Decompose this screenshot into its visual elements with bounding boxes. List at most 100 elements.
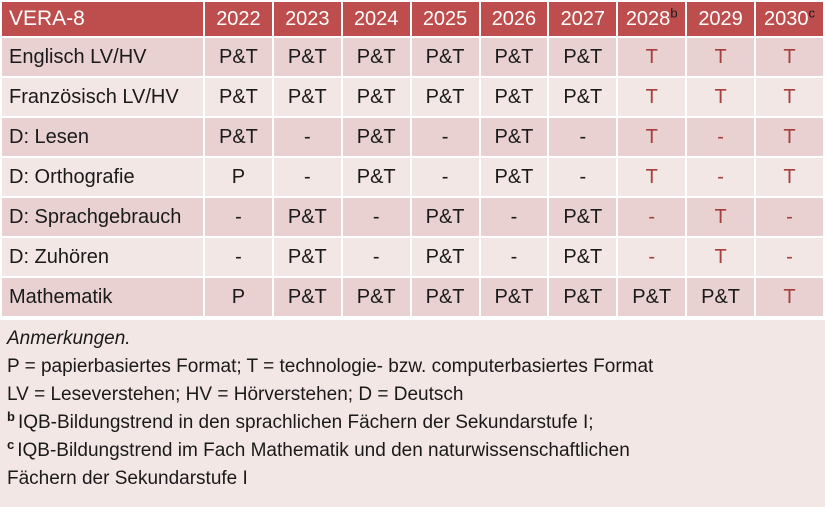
note-line: LV = Leseverstehen; HV = Hörverstehen; D…	[7, 381, 813, 409]
table-header-row: VERA-8 2022 2023 2024 2025 2026 2027 2028b 2029…	[2, 2, 823, 36]
format-cell: -	[480, 238, 548, 276]
format-cell: P	[205, 278, 272, 316]
year-label: 2022	[216, 7, 261, 30]
format-cell: P&T	[549, 278, 617, 316]
year-header-2026: 2026	[480, 2, 548, 36]
format-cell: -	[205, 238, 272, 276]
format-cell: -	[687, 158, 754, 196]
format-cell: -	[273, 118, 341, 156]
format-cell: -	[480, 198, 548, 236]
format-cell: P&T	[480, 78, 548, 116]
format-cell: P&T	[480, 118, 548, 156]
format-cell: P&T	[342, 38, 410, 76]
format-cell: P&T	[411, 38, 479, 76]
subject-label: D: Lesen	[2, 118, 203, 156]
table-row: Englisch LV/HV P&T P&T P&T P&T P&T P&T T T T	[2, 38, 823, 76]
format-cell: P&T	[205, 38, 272, 76]
footnote-marker: c	[7, 436, 15, 452]
format-cell: T	[756, 278, 823, 316]
year-label: 2025	[422, 7, 468, 30]
format-cell: P&T	[205, 118, 272, 156]
format-cell: -	[549, 118, 617, 156]
table-row: D: Orthografie P - P&T - P&T - T - T	[2, 158, 823, 196]
year-header-2022: 2022	[205, 2, 272, 36]
format-cell: T	[687, 238, 754, 276]
year-header-2027: 2027	[549, 2, 617, 36]
footnote-marker: b	[7, 408, 15, 424]
format-cell: P&T	[342, 118, 410, 156]
format-cell: -	[756, 238, 823, 276]
format-cell: P&T	[342, 278, 410, 316]
note-line: P = papierbasiertes Format; T = technolo…	[7, 353, 813, 381]
format-cell: P&T	[273, 238, 341, 276]
format-cell: T	[756, 158, 823, 196]
year-label: 2029	[698, 7, 743, 30]
table-title-cell: VERA-8	[2, 2, 203, 36]
year-label: 2023	[285, 7, 330, 30]
format-cell: P&T	[549, 38, 617, 76]
format-cell: P&T	[342, 78, 410, 116]
vera8-schedule-table: VERA-8 2022 2023 2024 2025 2026 2027 2028b 2029…	[0, 0, 825, 318]
year-header-2023: 2023	[273, 2, 341, 36]
subject-label: Französisch LV/HV	[2, 78, 203, 116]
format-cell: -	[273, 158, 341, 196]
format-cell: P&T	[411, 278, 479, 316]
format-cell: P&T	[273, 38, 341, 76]
table-row: D: Zuhören - P&T - P&T - P&T - T -	[2, 238, 823, 276]
format-cell: P&T	[549, 238, 617, 276]
format-cell: T	[756, 78, 823, 116]
format-cell: P	[205, 158, 272, 196]
format-cell: P&T	[480, 38, 548, 76]
format-cell: T	[687, 38, 754, 76]
format-cell: -	[411, 158, 479, 196]
note-text: IQB-Bildungstrend in den sprachlichen Fä…	[17, 412, 594, 433]
format-cell: T	[618, 78, 686, 116]
format-cell: P&T	[549, 198, 617, 236]
subject-label: D: Sprachgebrauch	[2, 198, 203, 236]
format-cell: P&T	[342, 158, 410, 196]
subject-label: D: Zuhören	[2, 238, 203, 276]
notes-heading: Anmerkungen.	[7, 328, 131, 349]
table-row: D: Sprachgebrauch - P&T - P&T - P&T - T -	[2, 198, 823, 236]
format-cell: P&T	[411, 78, 479, 116]
format-cell: T	[618, 158, 686, 196]
format-cell: -	[756, 198, 823, 236]
format-cell: P&T	[273, 198, 341, 236]
format-cell: P&T	[480, 278, 548, 316]
format-cell: P&T	[411, 198, 479, 236]
format-cell: P&T	[480, 158, 548, 196]
year-label: 2030	[764, 7, 809, 30]
year-header-2028: 2028b	[618, 2, 686, 36]
format-cell: P&T	[618, 278, 686, 316]
format-cell: -	[687, 118, 754, 156]
format-cell: T	[618, 38, 686, 76]
format-cell: T	[618, 118, 686, 156]
format-cell: T	[756, 118, 823, 156]
format-cell: P&T	[549, 78, 617, 116]
year-label: 2028	[625, 7, 671, 30]
format-cell: -	[411, 118, 479, 156]
year-header-2029: 2029	[687, 2, 754, 36]
subject-label: Mathematik	[2, 278, 203, 316]
year-header-2025: 2025	[411, 2, 479, 36]
note-text: IQB-Bildungstrend im Fach Mathematik und…	[17, 440, 630, 461]
format-cell: -	[342, 198, 410, 236]
note-text: LV = Leseverstehen; HV = Hörverstehen; D…	[7, 384, 464, 405]
format-cell: -	[618, 238, 686, 276]
format-cell: -	[618, 198, 686, 236]
format-cell: P&T	[687, 278, 754, 316]
table-row: Französisch LV/HV P&T P&T P&T P&T P&T P&T T T T	[2, 78, 823, 116]
subject-label: D: Orthografie	[2, 158, 203, 196]
note-line: Fächern der Sekundarstufe I	[7, 465, 813, 493]
footnote-marker: c	[808, 4, 816, 20]
note-line: b IQB-Bildungstrend in den sprachlichen F…	[7, 409, 813, 437]
format-cell: P&T	[411, 238, 479, 276]
note-text: Fächern der Sekundarstufe I	[7, 468, 248, 489]
notes-section: Anmerkungen. P = papierbasiertes Format;…	[0, 320, 825, 507]
footnote-marker: b	[670, 4, 678, 20]
year-label: 2026	[491, 7, 537, 30]
table-row: Mathematik P P&T P&T P&T P&T P&T P&T P&T T	[2, 278, 823, 316]
format-cell: T	[756, 38, 823, 76]
note-text: P = papierbasiertes Format; T = technolo…	[7, 356, 654, 377]
format-cell: -	[549, 158, 617, 196]
